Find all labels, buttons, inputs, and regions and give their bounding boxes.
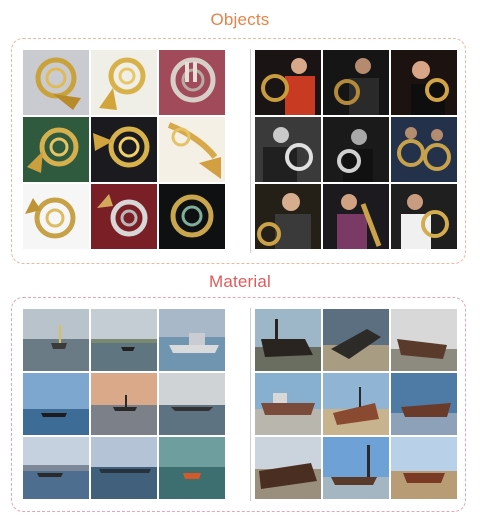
- objects-divider: [250, 49, 251, 253]
- ship-image: [159, 373, 225, 435]
- horn-player-image: [391, 184, 457, 249]
- ship-image: [23, 373, 89, 435]
- horn-image: [159, 50, 225, 115]
- shiny-horn-image-grid: [23, 50, 225, 249]
- shipwreck-image: [255, 437, 321, 499]
- ship-image-grid: [23, 309, 225, 499]
- material-divider: [250, 308, 251, 501]
- ship-image: [91, 309, 157, 371]
- horn-image: [23, 117, 89, 182]
- horn-player-image: [255, 184, 321, 249]
- horn-player-image: [391, 117, 457, 182]
- shipwreck-image: [255, 373, 321, 435]
- horn-player-image: [323, 50, 389, 115]
- ship-image: [159, 437, 225, 499]
- horn-image: [159, 184, 225, 249]
- horn-player-image: [323, 184, 389, 249]
- ship-image: [23, 309, 89, 371]
- horn-image: [91, 50, 157, 115]
- shipwreck-image: [255, 309, 321, 371]
- ship-image: [23, 437, 89, 499]
- shipwreck-image: [391, 373, 457, 435]
- shipwreck-image-grid: [255, 309, 457, 499]
- horn-image: [91, 117, 157, 182]
- objects-panel: [11, 38, 466, 264]
- ship-image: [91, 373, 157, 435]
- ship-image: [159, 309, 225, 371]
- shipwreck-image: [323, 373, 389, 435]
- horn-image: [23, 184, 89, 249]
- shipwreck-image: [323, 437, 389, 499]
- ship-image: [91, 437, 157, 499]
- horn-player-image: [255, 117, 321, 182]
- horn-image: [23, 50, 89, 115]
- horn-player-image: [391, 50, 457, 115]
- horn-player-image-grid: [255, 50, 457, 249]
- horn-player-image: [323, 117, 389, 182]
- horn-image: [159, 117, 225, 182]
- shipwreck-image: [391, 309, 457, 371]
- shipwreck-image: [391, 437, 457, 499]
- horn-player-image: [255, 50, 321, 115]
- objects-section-title: Objects: [210, 10, 270, 29]
- horn-image: [91, 184, 157, 249]
- material-panel: [11, 297, 466, 512]
- material-section-title: Material: [208, 272, 272, 291]
- shipwreck-image: [323, 309, 389, 371]
